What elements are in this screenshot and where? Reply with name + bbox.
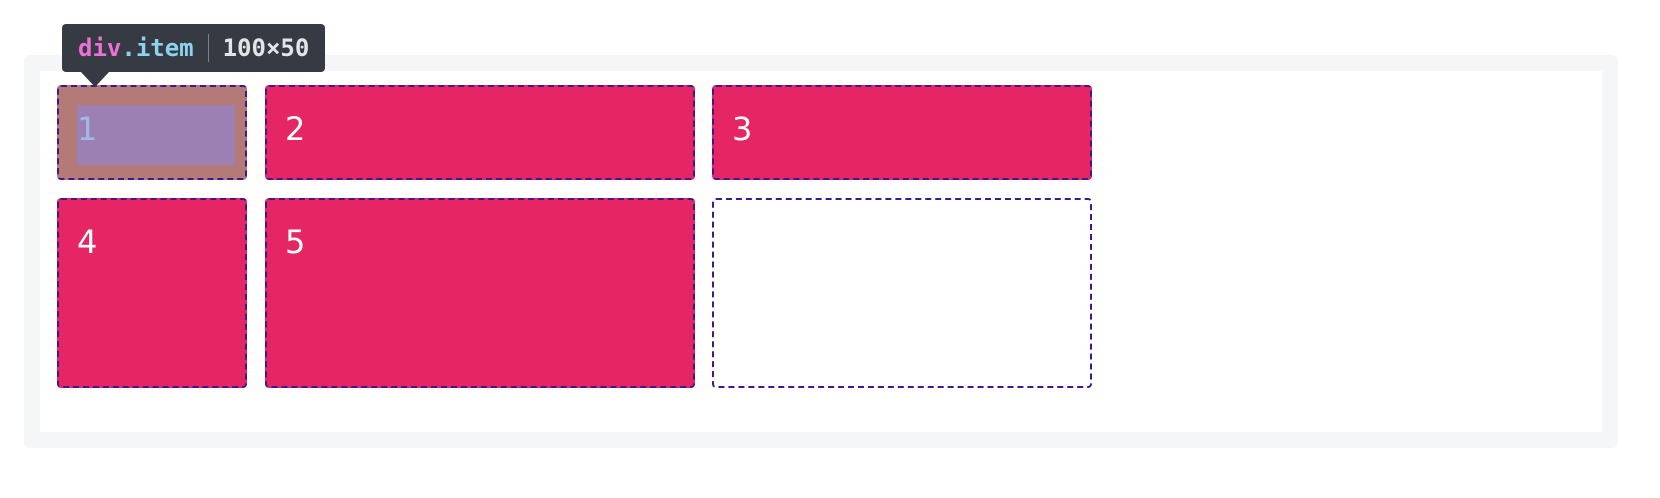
content-box-highlight — [77, 105, 235, 165]
grid-item-4[interactable]: 4 — [57, 198, 247, 388]
grid-item-label: 2 — [285, 110, 306, 148]
element-inspector-tooltip: div. item 100×50 — [62, 24, 326, 72]
grid-item-label: 3 — [732, 110, 753, 148]
tooltip-tag-name: div — [78, 34, 122, 62]
tooltip-separator — [207, 34, 209, 62]
tooltip-arrow — [80, 71, 110, 87]
grid-area: 1 2 3 4 5 — [40, 71, 1602, 432]
tooltip-class-dot: . — [121, 34, 136, 62]
grid-item-label: 5 — [285, 223, 306, 261]
grid-item-label: 4 — [77, 223, 98, 261]
grid-item-label: 1 — [77, 110, 98, 148]
grid-item-5[interactable]: 5 — [265, 198, 695, 388]
grid-item-1[interactable]: 1 — [57, 85, 247, 180]
grid-container: 1 2 3 4 5 — [24, 55, 1618, 448]
tooltip-dimensions: 100×50 — [222, 34, 310, 62]
tooltip-class-name: item — [135, 34, 194, 62]
grid-empty-cell — [712, 198, 1092, 388]
grid-item-2[interactable]: 2 — [265, 85, 695, 180]
grid-item-3[interactable]: 3 — [712, 85, 1092, 180]
